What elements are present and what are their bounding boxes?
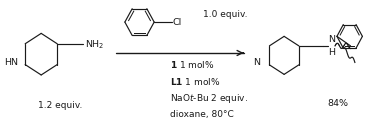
- Text: $\mathbf{1}$ 1 mol%: $\mathbf{1}$ 1 mol%: [170, 59, 215, 70]
- Text: N: N: [253, 58, 260, 67]
- Text: dioxane, 80°C: dioxane, 80°C: [170, 110, 234, 119]
- Text: $\mathbf{L1}$ 1 mol%: $\mathbf{L1}$ 1 mol%: [170, 76, 221, 87]
- Text: NH$_2$: NH$_2$: [85, 39, 104, 51]
- Text: 84%: 84%: [328, 99, 349, 108]
- Text: NaO$t$-Bu 2 equiv.: NaO$t$-Bu 2 equiv.: [170, 92, 248, 105]
- Text: HN: HN: [4, 58, 18, 67]
- Text: H: H: [328, 49, 335, 57]
- Text: 1.0 equiv.: 1.0 equiv.: [203, 10, 248, 19]
- Text: 1.2 equiv.: 1.2 equiv.: [38, 101, 83, 110]
- Text: N: N: [328, 35, 335, 44]
- Text: Cl: Cl: [173, 18, 182, 27]
